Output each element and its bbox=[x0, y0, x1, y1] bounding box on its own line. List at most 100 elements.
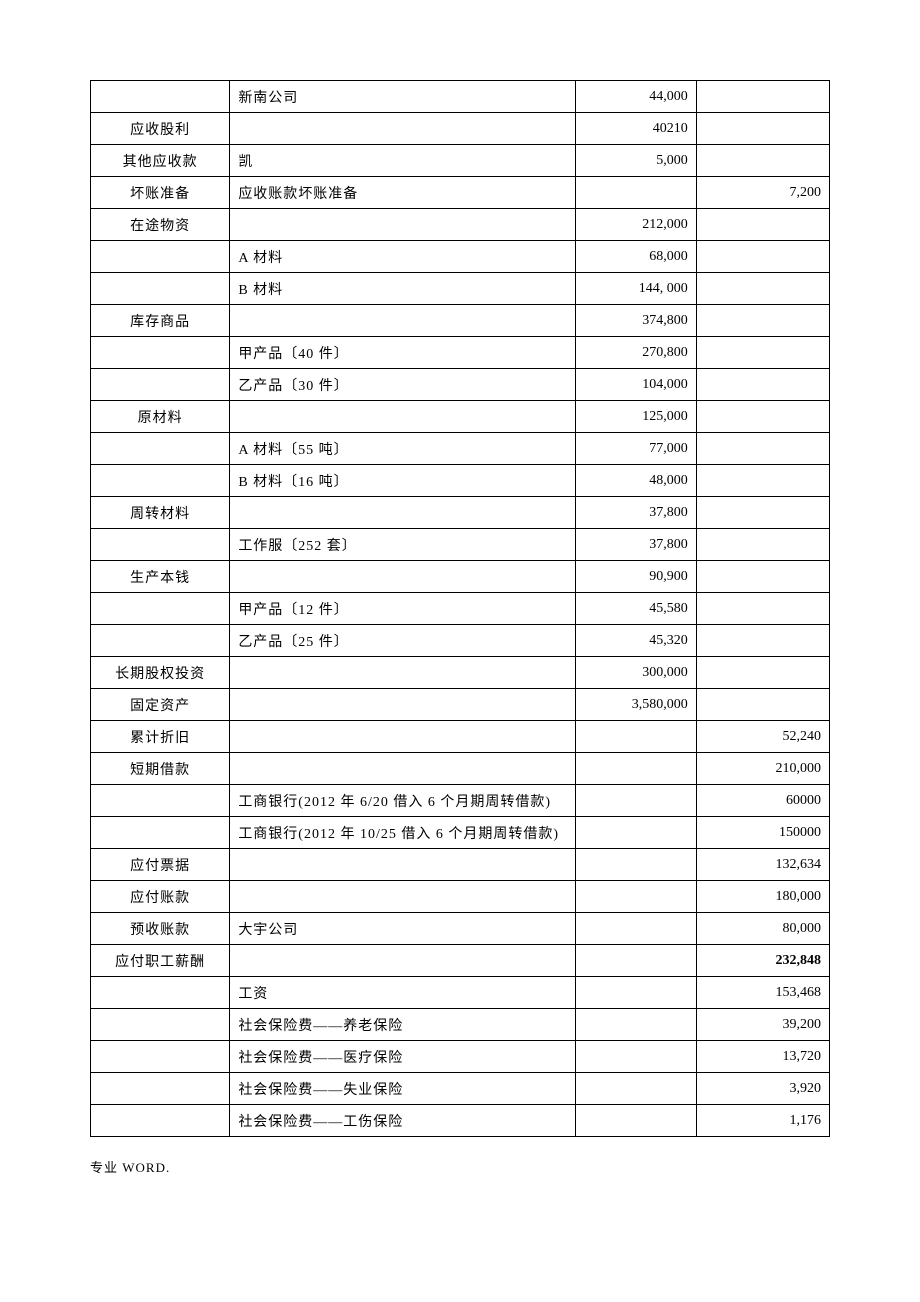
cell-account: 预收账款 bbox=[91, 913, 230, 945]
cell-account bbox=[91, 433, 230, 465]
cell-account bbox=[91, 785, 230, 817]
table-row: 社会保险费——工伤保险 1,176 bbox=[91, 1105, 830, 1137]
cell-credit bbox=[696, 625, 829, 657]
cell-debit bbox=[575, 753, 696, 785]
cell-detail: 应收账款坏账准备 bbox=[230, 177, 575, 209]
cell-account bbox=[91, 241, 230, 273]
cell-debit: 144, 000 bbox=[575, 273, 696, 305]
cell-debit: 44,000 bbox=[575, 81, 696, 113]
cell-credit bbox=[696, 689, 829, 721]
cell-account bbox=[91, 369, 230, 401]
cell-credit bbox=[696, 337, 829, 369]
cell-account bbox=[91, 977, 230, 1009]
cell-credit bbox=[696, 465, 829, 497]
cell-credit bbox=[696, 497, 829, 529]
cell-credit bbox=[696, 81, 829, 113]
table-body: 新南公司44,000应收股利40210其他应收款凯5,000坏账准备应收账款坏账… bbox=[91, 81, 830, 1137]
cell-debit: 45,580 bbox=[575, 593, 696, 625]
cell-detail bbox=[230, 945, 575, 977]
cell-account bbox=[91, 593, 230, 625]
page-footer: 专业 WORD. bbox=[90, 1157, 830, 1176]
table-row: 工资153,468 bbox=[91, 977, 830, 1009]
cell-detail bbox=[230, 305, 575, 337]
cell-account: 周转材料 bbox=[91, 497, 230, 529]
table-row: 预收账款大宇公司80,000 bbox=[91, 913, 830, 945]
cell-credit: 180,000 bbox=[696, 881, 829, 913]
cell-account bbox=[91, 465, 230, 497]
cell-account bbox=[91, 273, 230, 305]
cell-debit: 3,580,000 bbox=[575, 689, 696, 721]
table-row: 累计折旧52,240 bbox=[91, 721, 830, 753]
cell-debit bbox=[575, 785, 696, 817]
table-row: 乙产品〔25 件〕45,320 bbox=[91, 625, 830, 657]
table-row: 新南公司44,000 bbox=[91, 81, 830, 113]
cell-detail: 乙产品〔30 件〕 bbox=[230, 369, 575, 401]
table-row: 工商银行(2012 年 10/25 借入 6 个月期周转借款)150000 bbox=[91, 817, 830, 849]
cell-account: 原材料 bbox=[91, 401, 230, 433]
table-row: A 材料68,000 bbox=[91, 241, 830, 273]
cell-credit: 232,848 bbox=[696, 945, 829, 977]
cell-detail bbox=[230, 721, 575, 753]
cell-account bbox=[91, 337, 230, 369]
cell-detail bbox=[230, 113, 575, 145]
cell-detail: 工商银行(2012 年 6/20 借入 6 个月期周转借款) bbox=[230, 785, 575, 817]
cell-account bbox=[91, 625, 230, 657]
table-row: 应付账款180,000 bbox=[91, 881, 830, 913]
cell-detail: 工作服〔252 套〕 bbox=[230, 529, 575, 561]
cell-debit: 270,800 bbox=[575, 337, 696, 369]
table-row: 周转材料37,800 bbox=[91, 497, 830, 529]
cell-account: 在途物资 bbox=[91, 209, 230, 241]
cell-account bbox=[91, 529, 230, 561]
cell-detail bbox=[230, 657, 575, 689]
cell-detail: B 材料 bbox=[230, 273, 575, 305]
cell-detail: 社会保险费——养老保险 bbox=[230, 1009, 575, 1041]
cell-credit: 153,468 bbox=[696, 977, 829, 1009]
cell-detail: 社会保险费——失业保险 bbox=[230, 1073, 575, 1105]
table-row: 在途物资212,000 bbox=[91, 209, 830, 241]
cell-credit: 39,200 bbox=[696, 1009, 829, 1041]
cell-detail bbox=[230, 561, 575, 593]
cell-credit bbox=[696, 529, 829, 561]
cell-credit bbox=[696, 209, 829, 241]
cell-debit bbox=[575, 977, 696, 1009]
cell-debit: 125,000 bbox=[575, 401, 696, 433]
cell-credit: 60000 bbox=[696, 785, 829, 817]
cell-credit bbox=[696, 369, 829, 401]
cell-account bbox=[91, 1105, 230, 1137]
table-row: A 材料〔55 吨〕77,000 bbox=[91, 433, 830, 465]
table-row: B 材料〔16 吨〕48,000 bbox=[91, 465, 830, 497]
cell-account bbox=[91, 81, 230, 113]
table-row: 坏账准备应收账款坏账准备7,200 bbox=[91, 177, 830, 209]
cell-detail: 社会保险费——工伤保险 bbox=[230, 1105, 575, 1137]
cell-credit: 3,920 bbox=[696, 1073, 829, 1105]
cell-detail bbox=[230, 209, 575, 241]
cell-credit bbox=[696, 561, 829, 593]
cell-debit: 77,000 bbox=[575, 433, 696, 465]
cell-debit bbox=[575, 1041, 696, 1073]
cell-debit: 37,800 bbox=[575, 529, 696, 561]
table-row: 社会保险费——医疗保险13,720 bbox=[91, 1041, 830, 1073]
cell-debit: 300,000 bbox=[575, 657, 696, 689]
cell-credit: 132,634 bbox=[696, 849, 829, 881]
table-row: 工商银行(2012 年 6/20 借入 6 个月期周转借款) 60000 bbox=[91, 785, 830, 817]
cell-credit bbox=[696, 657, 829, 689]
cell-credit bbox=[696, 433, 829, 465]
table-row: 短期借款210,000 bbox=[91, 753, 830, 785]
cell-detail: 甲产品〔12 件〕 bbox=[230, 593, 575, 625]
cell-debit bbox=[575, 1105, 696, 1137]
table-row: 应付票据132,634 bbox=[91, 849, 830, 881]
cell-credit bbox=[696, 401, 829, 433]
cell-credit bbox=[696, 145, 829, 177]
cell-detail: 大宇公司 bbox=[230, 913, 575, 945]
cell-detail bbox=[230, 497, 575, 529]
cell-credit: 1,176 bbox=[696, 1105, 829, 1137]
cell-account bbox=[91, 1073, 230, 1105]
cell-debit bbox=[575, 881, 696, 913]
cell-detail bbox=[230, 401, 575, 433]
cell-debit bbox=[575, 913, 696, 945]
cell-detail: 甲产品〔40 件〕 bbox=[230, 337, 575, 369]
cell-detail bbox=[230, 689, 575, 721]
table-row: 其他应收款凯5,000 bbox=[91, 145, 830, 177]
cell-credit: 210,000 bbox=[696, 753, 829, 785]
table-row: 工作服〔252 套〕37,800 bbox=[91, 529, 830, 561]
